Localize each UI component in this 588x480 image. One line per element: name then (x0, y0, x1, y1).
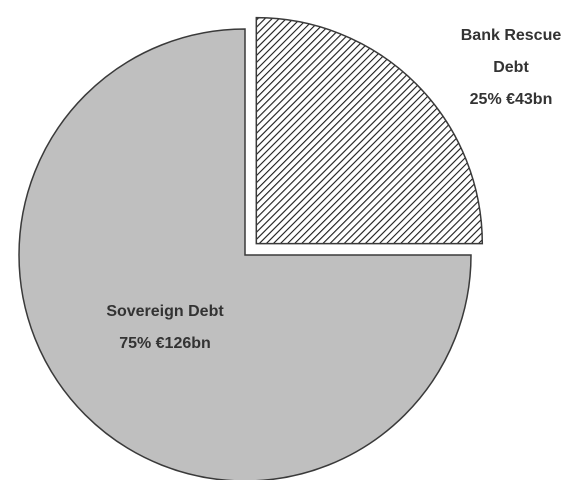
value-label: 75% €126bn (119, 335, 211, 352)
slice-label: Sovereign Debt 75% €126bn (65, 296, 265, 360)
category-label: Bank Rescue Debt (460, 27, 562, 76)
value-label: 25% €43bn (469, 91, 553, 108)
pie-slice (18, 28, 472, 480)
category-label: Sovereign Debt (106, 303, 224, 320)
pie-slice (255, 16, 484, 245)
slice-label: Bank Rescue Debt 25% €43bn (448, 20, 574, 116)
